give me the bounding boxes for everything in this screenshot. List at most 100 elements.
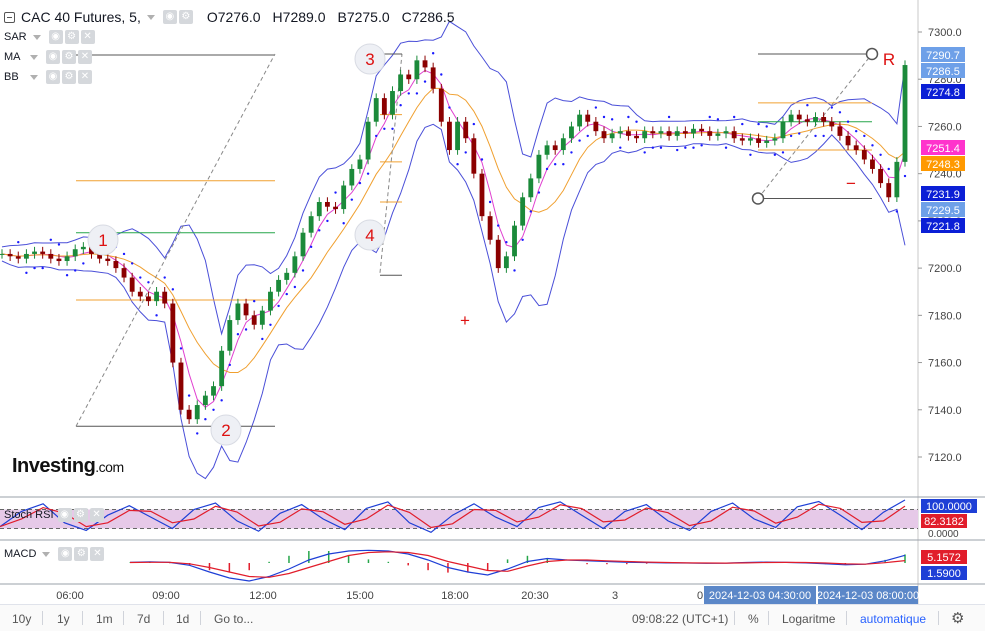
chevron-down-icon[interactable] — [146, 14, 155, 20]
collapse-icon[interactable] — [4, 11, 15, 23]
candle — [609, 128, 615, 143]
chevron-down-icon[interactable] — [30, 54, 38, 60]
percent-toggle[interactable]: % — [748, 612, 759, 626]
candle — [292, 251, 298, 278]
indicator-ma[interactable]: MA ◉ ⚙ ✕ — [4, 49, 94, 65]
divider — [200, 611, 201, 625]
candle-body — [756, 138, 761, 143]
candle — [113, 256, 119, 273]
gear-icon[interactable]: ⚙ — [62, 70, 76, 84]
wave-label: 3 — [365, 50, 374, 69]
sar-dot — [472, 122, 476, 126]
macd-value: 1.5900 — [927, 568, 961, 580]
gear-icon[interactable]: ⚙ — [74, 547, 89, 561]
candle — [178, 357, 184, 415]
candle-body — [829, 121, 835, 127]
candle-body — [349, 168, 355, 186]
candle — [796, 109, 802, 125]
sar-dot — [610, 118, 614, 121]
candle — [105, 253, 111, 266]
candle-body — [731, 131, 737, 139]
candle — [333, 202, 338, 214]
close-icon[interactable]: ✕ — [90, 547, 105, 561]
range-1m[interactable]: 1m — [96, 612, 113, 626]
auto-toggle[interactable]: automatique — [860, 612, 927, 626]
candle — [438, 83, 444, 127]
macd-header[interactable]: MACD ◉ ⚙ ✕ — [4, 546, 106, 562]
eye-icon[interactable]: ◉ — [58, 547, 73, 561]
sar-dot — [49, 238, 53, 241]
candle — [268, 287, 273, 316]
sar-dot — [676, 148, 679, 152]
crosshair-date-label: 2024-12-03 04:30:00 — [709, 590, 811, 602]
gear-icon[interactable]: ⚙ — [64, 30, 79, 44]
log-toggle[interactable]: Logaritme — [782, 612, 836, 626]
chevron-down-icon[interactable] — [30, 74, 38, 80]
y-tick-label: 7260.0 — [928, 121, 962, 133]
candle — [129, 272, 135, 297]
sar-dot — [212, 408, 215, 411]
candle-body — [837, 126, 843, 136]
range-1y[interactable]: 1y — [57, 612, 70, 626]
eye-icon[interactable]: ◉ — [46, 50, 60, 64]
close-icon[interactable]: ✕ — [78, 70, 92, 84]
settings-gear-icon[interactable]: ⚙ — [951, 610, 965, 627]
eye-icon[interactable]: ◉ — [57, 508, 72, 522]
indicator-bb[interactable]: BB ◉ ⚙ ✕ — [4, 69, 94, 85]
range-10y[interactable]: 10y — [12, 612, 32, 626]
sar-dot — [366, 172, 370, 175]
gear-icon[interactable]: ⚙ — [62, 50, 76, 64]
sar-dot — [342, 222, 345, 225]
sar-dot — [122, 252, 126, 256]
divider — [938, 611, 939, 625]
investing-logo: Investing.com — [12, 455, 124, 478]
sar-dot — [187, 394, 191, 397]
candle-body — [870, 159, 875, 169]
candle — [463, 117, 469, 143]
range-7d[interactable]: 7d — [137, 612, 151, 626]
candle — [48, 249, 54, 264]
candle — [23, 249, 29, 264]
sar-dot — [830, 106, 833, 109]
indicator-sar[interactable]: SAR ◉ ⚙ ✕ — [4, 29, 97, 45]
close-icon[interactable]: ✕ — [78, 50, 92, 64]
candle — [219, 346, 225, 391]
candle — [447, 117, 452, 155]
candle — [707, 126, 713, 141]
sar-dot — [383, 127, 386, 131]
candle — [878, 164, 884, 188]
eye-icon[interactable]: ◉ — [162, 10, 177, 24]
eye-icon[interactable]: ◉ — [48, 30, 63, 44]
bottom-toolbar: 10y 1y 1m 7d 1d Go to... 09:08:22 (UTC+1… — [0, 604, 985, 631]
price-label: 7290.7 — [926, 50, 960, 62]
eye-icon[interactable]: ◉ — [46, 70, 60, 84]
stoch-d-line — [0, 503, 906, 529]
stoch-value: 82.3182 — [924, 516, 964, 528]
range-1d[interactable]: 1d — [176, 612, 190, 626]
candle — [40, 246, 46, 259]
sar-dot — [41, 266, 44, 270]
chevron-down-icon[interactable] — [42, 551, 51, 557]
candle-body — [512, 225, 517, 257]
ohlc-close: C7286.5 — [401, 9, 455, 25]
sar-dot — [887, 167, 890, 171]
ma-fast-line — [1, 69, 906, 409]
candle-body — [406, 74, 412, 80]
goto-button[interactable]: Go to... — [214, 612, 254, 626]
candle — [666, 126, 672, 141]
close-icon[interactable]: ✕ — [80, 30, 95, 44]
candle-body — [715, 133, 721, 136]
gear-icon[interactable]: ⚙ — [73, 508, 88, 522]
chevron-down-icon[interactable] — [32, 34, 41, 40]
sar-dot — [903, 174, 907, 178]
close-icon[interactable]: ✕ — [89, 508, 104, 522]
candle — [601, 126, 607, 143]
sar-dot — [277, 304, 280, 308]
stoch-zero-label: 0.0000 — [928, 529, 959, 540]
stoch-rsi-header[interactable]: Stoch RSI ◉ ⚙ ✕ — [4, 507, 106, 523]
gear-icon[interactable]: ⚙ — [178, 10, 193, 24]
candle — [731, 126, 737, 143]
candle — [560, 133, 566, 155]
candle — [699, 124, 705, 136]
divider — [734, 611, 735, 625]
